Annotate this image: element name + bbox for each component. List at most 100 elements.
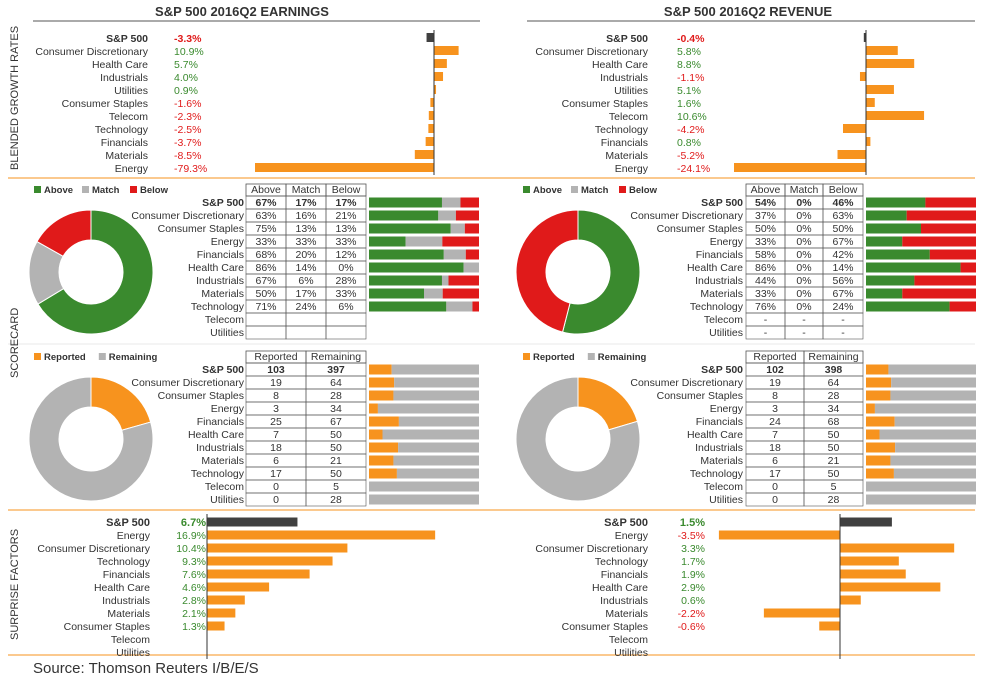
reported-cell-text-industrials-0: 18: [270, 442, 282, 454]
reported-bar-consumer-discretionary-0: [369, 377, 395, 388]
beat-bar-consumer-staples-2: [464, 223, 479, 234]
growth-value-technology: -4.2%: [677, 124, 704, 136]
reported-cell-text-sp-500-1: 398: [825, 364, 843, 376]
surprise-value-industrials: 0.6%: [681, 595, 705, 607]
surprise-bar-consumer-staples: [819, 621, 840, 631]
growth-bar-consumer-discretionary: [434, 46, 459, 55]
beat-cell-10-0: [245, 325, 287, 340]
growth-label-energy: Energy: [115, 163, 149, 175]
reported-bar-financials-1: [398, 416, 479, 427]
beat-cell-text-health-care-0: 86%: [255, 262, 276, 274]
growth-bar-technology: [842, 124, 866, 133]
beat-cell-text-materials-0: 33%: [755, 288, 776, 300]
reported-row-label-sp-500: S&P 500: [701, 364, 743, 376]
growth-value-financials: 0.8%: [677, 137, 701, 149]
beat-label-above: Above: [44, 185, 73, 196]
reported-cell-text-energy-0: 3: [273, 403, 279, 415]
beat-bar-materials-2: [442, 288, 479, 299]
surprise-label-consumer-staples: Consumer Staples: [562, 621, 648, 633]
beat-cell-text-technology-1: 24%: [295, 301, 316, 313]
reported-row-label-utilities: Utilities: [210, 494, 244, 506]
reported-bar-telecom-1: [866, 481, 976, 492]
beat-bar-sp-500-0: [866, 197, 926, 208]
growth-bar-health-care: [434, 59, 447, 68]
growth-value-materials: -5.2%: [677, 150, 704, 162]
growth-value-telecom: -2.3%: [174, 111, 201, 123]
growth-bar-energy: [255, 163, 434, 172]
beat-row-label-utilities: Utilities: [210, 327, 244, 339]
reported-cell-text-telecom-1: 5: [333, 481, 339, 493]
beat-bar-consumer-discretionary-2: [455, 210, 479, 221]
reported-swatch-remaining: [98, 353, 106, 360]
reported-cell-text-telecom-0: 0: [772, 481, 778, 493]
beat-cell-text-health-care-1: 14%: [295, 262, 316, 274]
beat-cell-text-energy-0: 33%: [755, 236, 776, 248]
reported-bar-health-care-0: [866, 429, 880, 440]
growth-label-utilities: Utilities: [614, 85, 648, 97]
growth-label-utilities: Utilities: [114, 85, 148, 97]
reported-swatch-reported: [34, 353, 41, 360]
growth-value-sp-500: -3.3%: [174, 33, 202, 45]
growth-value-health-care: 8.8%: [677, 59, 701, 71]
reported-bar-technology-1: [396, 468, 479, 479]
beat-bar-financials-1: [443, 249, 466, 260]
reported-row-label-technology: Technology: [191, 468, 245, 480]
reported-cell-text-consumer-staples-0: 8: [772, 390, 778, 402]
growth-label-consumer-staples: Consumer Staples: [562, 98, 648, 110]
beat-cell-10-1: [285, 325, 327, 340]
growth-value-sp-500: -0.4%: [677, 33, 705, 45]
reported-bar-industrials-0: [866, 442, 896, 453]
beat-cell-text-financials-2: 12%: [335, 249, 356, 261]
beat-bar-energy-0: [866, 236, 903, 247]
beat-bar-energy-2: [442, 236, 479, 247]
surprise-value-consumer-staples: -0.6%: [678, 621, 705, 633]
surprise-value-health-care: 4.6%: [182, 582, 206, 594]
reported-row-label-financials: Financials: [696, 416, 743, 428]
reported-bar-sp-500-1: [888, 364, 976, 375]
beat-bar-health-care-0: [369, 262, 464, 273]
reported-row-label-materials: Materials: [201, 455, 244, 467]
surprise-label-technology: Technology: [97, 556, 151, 568]
reported-cell-text-consumer-discretionary-1: 64: [828, 377, 840, 389]
growth-bar-financials: [425, 137, 434, 146]
beat-bar-sp-500-2: [925, 197, 976, 208]
beat-cell-text-sp-500-2: 46%: [832, 197, 854, 209]
growth-value-consumer-staples: 1.6%: [677, 98, 701, 110]
reported-cell-text-health-care-0: 7: [772, 429, 778, 441]
beat-cell-text-consumer-staples-2: 13%: [335, 223, 356, 235]
growth-bar-energy: [734, 163, 866, 172]
growth-bar-consumer-discretionary: [866, 46, 898, 55]
growth-value-technology: -2.5%: [174, 124, 201, 136]
reported-cell-text-technology-1: 50: [330, 468, 342, 480]
growth-bar-consumer-staples: [430, 98, 434, 107]
beat-cell-text-industrials-2: 56%: [832, 275, 853, 287]
beat-label-match: Match: [581, 185, 609, 196]
surprise-value-technology: 1.7%: [681, 556, 705, 568]
reported-row-label-health-care: Health Care: [188, 429, 244, 441]
beat-label-below: Below: [629, 185, 658, 196]
reported-cell-10-1: [803, 492, 864, 507]
reported-cell-text-financials-1: 67: [330, 416, 342, 428]
surprise-label-health-care: Health Care: [94, 582, 150, 594]
reported-row-label-materials: Materials: [700, 455, 743, 467]
reported-bar-consumer-staples-0: [866, 390, 891, 401]
growth-value-consumer-discretionary: 10.9%: [174, 46, 204, 58]
growth-label-materials: Materials: [605, 150, 648, 162]
beat-bar-financials-2: [929, 249, 976, 260]
reported-cell-text-health-care-1: 50: [828, 429, 840, 441]
surprise-value-industrials: 2.8%: [182, 595, 206, 607]
beat-cell-text-consumer-staples-0: 75%: [255, 223, 276, 235]
beat-cell-text-energy-2: 67%: [832, 236, 853, 248]
beat-row-label-health-care: Health Care: [188, 262, 244, 274]
growth-label-sp-500: S&P 500: [606, 33, 648, 45]
reported-bar-materials-1: [393, 455, 479, 466]
reported-bar-financials-1: [894, 416, 976, 427]
beat-bar-energy-0: [369, 236, 406, 247]
growth-label-telecom: Telecom: [109, 111, 148, 123]
reported-row-label-consumer-staples: Consumer Staples: [657, 390, 743, 402]
beat-row-label-energy: Energy: [211, 236, 245, 248]
growth-bar-materials: [414, 150, 434, 159]
growth-value-telecom: 10.6%: [677, 111, 707, 123]
beat-bar-consumer-discretionary-1: [438, 210, 456, 221]
surprise-label-materials: Materials: [605, 608, 648, 620]
